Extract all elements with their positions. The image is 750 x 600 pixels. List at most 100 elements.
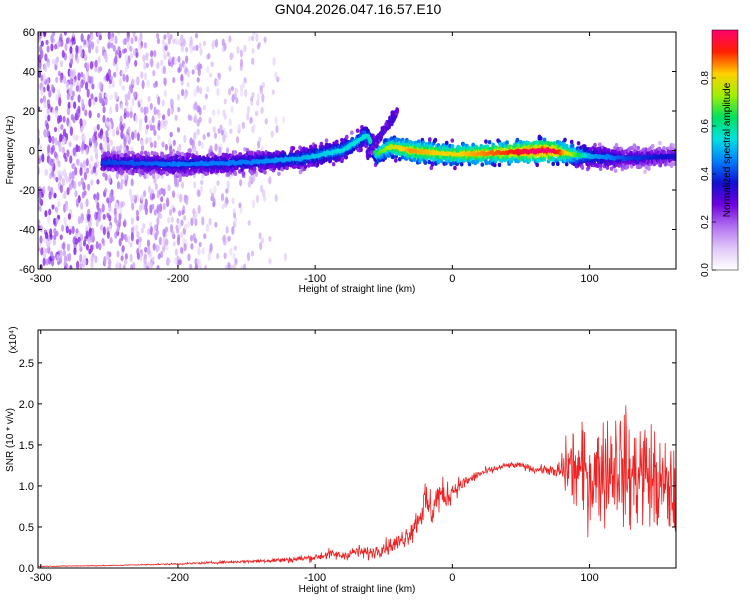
heatmap-cell <box>193 181 197 189</box>
heatmap-cell <box>79 253 83 263</box>
heatmap-cell <box>83 171 88 181</box>
heatmap-cell <box>607 148 611 153</box>
heatmap-cell <box>75 198 79 208</box>
heatmap-cell <box>74 166 78 176</box>
heatmap-cell <box>54 137 58 146</box>
heatmap-cell <box>214 38 219 48</box>
heatmap-cell <box>94 66 98 73</box>
heatmap-cell <box>145 106 149 114</box>
heatmap-cell <box>542 137 547 143</box>
heatmap-cell <box>156 37 161 45</box>
heatmap-cell <box>68 141 72 148</box>
heatmap-cell <box>183 91 187 101</box>
heatmap-cell <box>335 139 339 144</box>
heatmap-cell <box>178 210 182 217</box>
heatmap-cell <box>161 99 165 107</box>
heatmap-cell <box>108 204 112 213</box>
heatmap-cell <box>106 212 110 219</box>
heatmap-cell <box>203 233 207 240</box>
heatmap-cell <box>130 150 135 156</box>
heatmap-cell <box>110 35 114 42</box>
heatmap-cell <box>96 38 100 45</box>
heatmap-cell <box>423 160 428 165</box>
heatmap-cell <box>91 83 95 90</box>
heatmap-cell <box>114 92 119 100</box>
heatmap-cell <box>42 257 46 267</box>
heatmap-cell <box>69 46 73 54</box>
heatmap-cell <box>97 55 101 64</box>
heatmap-cell <box>127 150 131 156</box>
heatmap-cell <box>144 137 148 145</box>
heatmap-cell <box>256 44 261 50</box>
heatmap-cell <box>220 193 225 202</box>
heatmap-cell <box>229 247 233 256</box>
heatmap-cell <box>140 227 145 234</box>
heatmap-cell <box>275 125 279 134</box>
heatmap-cell <box>179 193 183 203</box>
heatmap-cell <box>165 171 170 177</box>
heatmap-cell <box>174 37 178 46</box>
heatmap-cell <box>258 136 262 143</box>
heatmap-cell <box>72 79 76 87</box>
heatmap-cell <box>94 255 98 264</box>
heatmap-cell <box>106 143 110 152</box>
heatmap-cell <box>178 176 182 183</box>
heatmap-cell <box>98 34 103 41</box>
heatmap-cell <box>131 131 135 141</box>
heatmap-cell <box>110 75 114 81</box>
heatmap-cell <box>180 246 184 254</box>
heatmap-cell <box>142 222 146 229</box>
heatmap-cell <box>154 183 158 191</box>
heatmap-cell <box>104 140 108 150</box>
heatmap-cell <box>156 264 160 269</box>
heatmap-cell <box>351 146 356 152</box>
heatmap-cell <box>87 221 92 229</box>
heatmap-cell <box>204 93 208 100</box>
heatmap-cell <box>177 55 181 63</box>
heatmap-cell <box>276 76 280 83</box>
heatmap-cell <box>85 147 89 156</box>
heatmap-cell <box>105 120 109 127</box>
heatmap-cell <box>63 32 68 36</box>
heatmap-cell <box>57 88 61 97</box>
heatmap-cell <box>120 178 124 185</box>
heatmap-cell <box>144 115 148 124</box>
heatmap-cell <box>99 81 103 90</box>
heatmap-cell <box>250 250 254 257</box>
heatmap-cell <box>107 32 111 40</box>
heatmap-cell <box>110 42 114 49</box>
heatmap-cell <box>143 203 148 211</box>
heatmap-cell <box>164 45 168 51</box>
heatmap-cell <box>163 89 167 98</box>
heatmap-cell <box>177 146 181 152</box>
heatmap-cell <box>135 77 139 85</box>
heatmap-cell <box>193 146 197 153</box>
heatmap-cell <box>150 50 154 58</box>
heatmap-cell <box>484 160 489 166</box>
heatmap-cell <box>586 165 591 170</box>
heatmap-cell <box>129 253 133 263</box>
heatmap-cell <box>198 241 202 248</box>
heatmap-cell <box>162 228 166 238</box>
heatmap-cell <box>233 171 238 177</box>
heatmap-cell <box>252 175 256 183</box>
heatmap-cell <box>350 130 354 135</box>
heatmap-cell <box>153 224 157 231</box>
heatmap-cell <box>43 102 47 109</box>
heatmap-cell <box>72 147 76 156</box>
heatmap-cell <box>65 262 69 269</box>
heatmap-cell <box>77 72 81 81</box>
heatmap-cell <box>120 152 124 158</box>
heatmap-cell <box>241 171 246 176</box>
heatmap-cell <box>114 231 118 239</box>
heatmap-cell <box>234 87 238 94</box>
heatmap-cell <box>169 131 173 138</box>
heatmap-cell <box>216 180 220 186</box>
heatmap-cell <box>75 85 79 92</box>
heatmap-cell <box>52 238 56 246</box>
heatmap-cell <box>188 148 192 153</box>
heatmap-cell <box>230 52 234 59</box>
heatmap-cell <box>613 168 618 174</box>
heatmap-cell <box>359 147 363 153</box>
heatmap-cell <box>102 172 106 177</box>
